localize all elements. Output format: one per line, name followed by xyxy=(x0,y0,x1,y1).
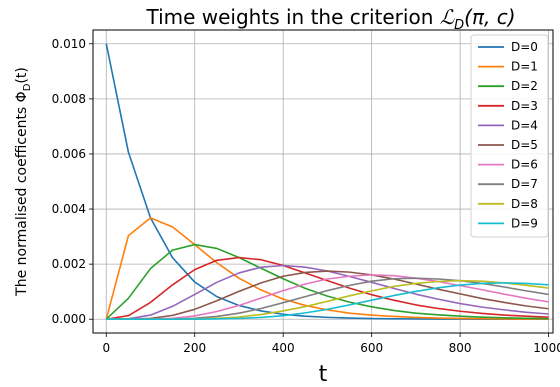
x-tick-label: 200 xyxy=(183,341,206,355)
legend-label: D=1 xyxy=(511,60,538,74)
chart-title-script: ℒ xyxy=(440,5,455,29)
legend-label: D=9 xyxy=(511,216,538,230)
y-axis-label-prefix: The normalised coefficents Φ xyxy=(14,91,30,297)
y-tick-label: 0.000 xyxy=(52,312,86,326)
legend: D=0 D=1 D=2 D=3 D=4 D=5 D=6 D=7 D=8 D=9 xyxy=(470,34,549,238)
series-line-d3 xyxy=(106,256,549,321)
series-line-d9 xyxy=(106,282,549,321)
series-line-d2 xyxy=(105,243,549,320)
x-axis-label: t xyxy=(319,362,328,387)
chart-title-args: (π, c) xyxy=(464,5,515,29)
series-line-d6 xyxy=(106,274,549,321)
y-axis-ticks: 0.000 0.002 0.004 0.006 0.008 0.010 xyxy=(52,37,93,326)
y-axis-label-subscript: D xyxy=(22,83,33,91)
series-line-d5 xyxy=(106,270,549,321)
legend-label: D=0 xyxy=(511,40,538,54)
x-tick-label: 0 xyxy=(102,341,110,355)
x-tick-label: 800 xyxy=(449,341,472,355)
x-tick-label: 600 xyxy=(360,341,383,355)
series-line-d4 xyxy=(106,264,549,321)
legend-label: D=5 xyxy=(511,138,538,152)
chart-title-subscript: D xyxy=(454,18,464,33)
plot-frame xyxy=(92,29,554,334)
y-tick-label: 0.008 xyxy=(52,92,86,106)
legend-label: D=2 xyxy=(511,79,538,93)
y-tick-label: 0.004 xyxy=(52,202,86,216)
y-tick-label: 0.010 xyxy=(52,37,86,51)
y-tick-label: 0.002 xyxy=(52,257,86,271)
y-axis-label-suffix: (t) xyxy=(14,67,30,83)
legend-label: D=6 xyxy=(511,158,538,172)
y-tick-label: 0.006 xyxy=(52,147,86,161)
y-axis-label: The normalised coefficents ΦD(t) xyxy=(14,67,33,297)
legend-label: D=7 xyxy=(511,177,538,191)
legend-label: D=8 xyxy=(511,197,538,211)
x-tick-label: 400 xyxy=(272,341,295,355)
legend-label: D=4 xyxy=(511,118,538,132)
chart-title-prefix: Time weights in the criterion xyxy=(145,5,439,29)
legend-label: D=3 xyxy=(511,99,538,113)
series-lines xyxy=(105,43,549,321)
chart-title: Time weights in the criterion ℒD(π, c) xyxy=(145,5,515,33)
